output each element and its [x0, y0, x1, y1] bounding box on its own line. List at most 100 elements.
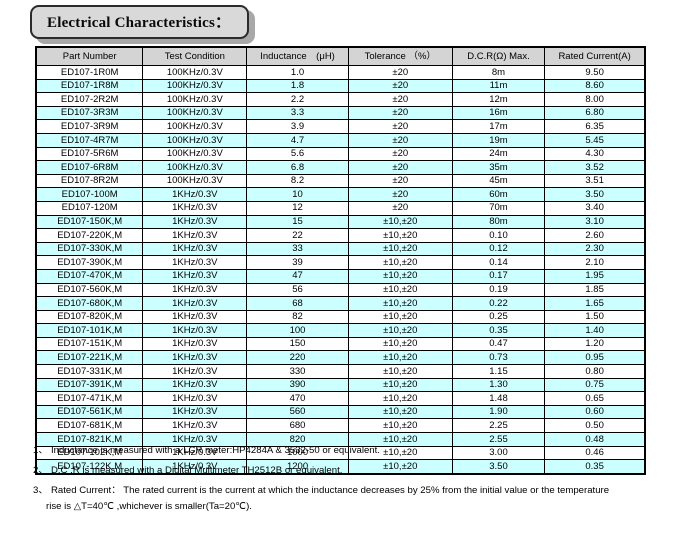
table-cell: ±10,±20 — [347, 323, 453, 338]
table-cell: 1.90 — [451, 404, 546, 420]
table-cell: 1KHz/0.3V — [142, 200, 248, 216]
table-cell: ±20 — [347, 92, 453, 107]
table-row: ED107-471K,M 1KHz/0.3V 470 ±10,±20 1.48 0.65 — [35, 391, 646, 406]
table-cell: 560 — [246, 404, 349, 420]
table-cell: 0.50 — [544, 418, 646, 434]
table-cell: ED107-681K,M — [35, 418, 144, 434]
table-cell: 5.6 — [246, 146, 349, 162]
table-cell: 45m — [451, 173, 546, 189]
table-cell: 100KHz/0.3V — [142, 78, 248, 94]
table-cell: 6.8 — [246, 160, 349, 175]
table-cell: 0.17 — [451, 268, 546, 284]
note-number: 2、 — [33, 465, 48, 476]
table-cell: ±20 — [347, 132, 453, 148]
table-cell: ED107-470K,M — [35, 268, 144, 284]
table-cell: 17m — [451, 119, 546, 134]
table-cell: 1KHz/0.3V — [142, 214, 248, 230]
table-cell: 1KHz/0.3V — [142, 228, 248, 243]
table-cell: ±20 — [347, 173, 453, 189]
table-row: ED107-3R9M 100KHz/0.3V 3.9 ±20 17m 6.35 — [35, 119, 646, 134]
table-cell: 3.52 — [544, 160, 646, 175]
table-cell: ED107-6R8M — [35, 160, 144, 175]
table-cell: 220 — [246, 350, 349, 366]
table-cell: 0.75 — [544, 377, 646, 393]
table-cell: 2.60 — [544, 228, 646, 243]
note-number: 1、 — [33, 445, 48, 456]
table-row: ED107-8R2M 100KHz/0.3V 8.2 ±20 45m 3.51 — [35, 173, 646, 189]
table-cell: 56 — [246, 282, 349, 298]
table-cell: ED107-390K,M — [35, 255, 144, 270]
table-cell: 1KHz/0.3V — [142, 336, 248, 352]
section-title-box: Electrical Characteristics： — [30, 5, 250, 39]
table-cell: ±10,±20 — [347, 377, 453, 393]
table-row: ED107-331K,M 1KHz/0.3V 330 ±10,±20 1.15 0.80 — [35, 364, 646, 379]
table-cell: ±20 — [347, 78, 453, 94]
table-cell: ED107-2R2M — [35, 92, 144, 107]
table-cell: 1.15 — [451, 364, 546, 379]
table-cell: 16m — [451, 105, 546, 121]
table-row: ED107-561K,M 1KHz/0.3V 560 ±10,±20 1.90 0.60 — [35, 404, 646, 420]
column-header: Test Condition — [142, 46, 248, 66]
column-header: Inductance (μH) — [246, 46, 349, 66]
table-cell: ED107-122K,M — [35, 459, 144, 475]
table-cell: 1KHz/0.3V — [142, 296, 248, 311]
table-row: ED107-100M 1KHz/0.3V 10 ±20 60m 3.50 — [35, 187, 646, 202]
table-row: ED107-220K,M 1KHz/0.3V 22 ±10,±20 0.10 2.60 — [35, 228, 646, 243]
table-cell: ED107-560K,M — [35, 282, 144, 298]
table-cell: 0.19 — [451, 282, 546, 298]
table-row: ED107-820K,M 1KHz/0.3V 82 ±10,±20 0.25 1.50 — [35, 309, 646, 325]
table-cell: 8m — [451, 65, 546, 80]
table-cell: ED107-5R6M — [35, 146, 144, 162]
table-cell: ED107-561K,M — [35, 404, 144, 420]
table-cell: 3.40 — [544, 200, 646, 216]
table-cell: ±10,±20 — [347, 350, 453, 366]
table-cell: 3.9 — [246, 119, 349, 134]
table-cell: 39 — [246, 255, 349, 270]
table-cell: 470 — [246, 391, 349, 406]
table-cell: 150 — [246, 336, 349, 352]
table-row: ED107-3R3M 100KHz/0.3V 3.3 ±20 16m 6.80 — [35, 105, 646, 121]
table-cell: ±10,±20 — [347, 404, 453, 420]
table-cell: ED107-1R8M — [35, 78, 144, 94]
table-row: ED107-391K,M 1KHz/0.3V 390 ±10,±20 1.30 0.75 — [35, 377, 646, 393]
table-cell: 2.10 — [544, 255, 646, 270]
table-cell: 1.40 — [544, 323, 646, 338]
table-cell: ED107-100M — [35, 187, 144, 202]
table-row: ED107-1R8M 100KHz/0.3V 1.8 ±20 11m 8.60 — [35, 78, 646, 94]
table-cell: 3.51 — [544, 173, 646, 189]
table-cell: 24m — [451, 146, 546, 162]
table-cell: 1KHz/0.3V — [142, 459, 248, 475]
table-cell: 1KHz/0.3V — [142, 391, 248, 406]
table-cell: 1KHz/0.3V — [142, 364, 248, 379]
table-cell: ED107-471K,M — [35, 391, 144, 406]
table-cell: 0.14 — [451, 255, 546, 270]
table-cell: 8.60 — [544, 78, 646, 94]
table-cell: 1KHz/0.3V — [142, 255, 248, 270]
table-cell: ED107-330K,M — [35, 241, 144, 257]
table-row: ED107-470K,M 1KHz/0.3V 47 ±10,±20 0.17 1.95 — [35, 268, 646, 284]
table-cell: 47 — [246, 268, 349, 284]
table-cell: 80m — [451, 214, 546, 230]
table-row: ED107-680K,M 1KHz/0.3V 68 ±10,±20 0.22 1.65 — [35, 296, 646, 311]
notes-section: 1、 Inductance is measured with a LCR mete… — [33, 445, 678, 522]
table-cell: 35m — [451, 160, 546, 175]
note-text-continuation: rise is △T=40℃ ,whichever is smaller(Ta=… — [46, 501, 252, 512]
note-text: Inductance is measured with a LCR meter:… — [50, 445, 380, 456]
table-cell: ED107-8R2M — [35, 173, 144, 189]
table-cell: 0.73 — [451, 350, 546, 366]
table-cell: ±20 — [347, 187, 453, 202]
section-title: Electrical Characteristics： — [47, 15, 231, 31]
column-header: Rated Current(A) — [544, 46, 646, 66]
table-cell: 4.7 — [246, 132, 349, 148]
table-row: ED107-6R8M 100KHz/0.3V 6.8 ±20 35m 3.52 — [35, 160, 646, 175]
table-cell: ±10,±20 — [347, 336, 453, 352]
table-row: ED107-101K,M 1KHz/0.3V 100 ±10,±20 0.35 1.40 — [35, 323, 646, 338]
table-cell: 1.85 — [544, 282, 646, 298]
table-cell: 1KHz/0.3V — [142, 404, 248, 420]
table-cell: ±10,±20 — [347, 255, 453, 270]
table-cell: 1KHz/0.3V — [142, 309, 248, 325]
table-cell: 100KHz/0.3V — [142, 92, 248, 107]
table-cell: ED107-3R9M — [35, 119, 144, 134]
table-row: ED107-330K,M 1KHz/0.3V 33 ±10,±20 0.12 2.30 — [35, 241, 646, 257]
table-cell: 0.35 — [451, 323, 546, 338]
